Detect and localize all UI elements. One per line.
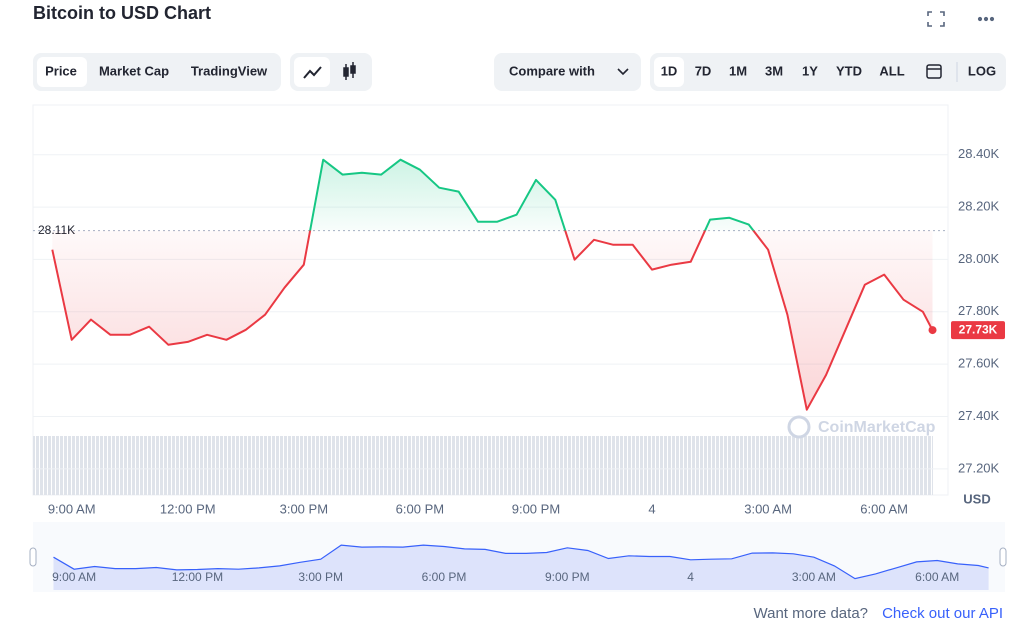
navigator-tick-label: 9:00 AM <box>52 570 96 584</box>
navigator-tick-label: 4 <box>687 570 694 584</box>
x-tick-label: 9:00 PM <box>512 501 560 516</box>
range-active[interactable] <box>654 57 684 87</box>
navigator-tick-label: 12:00 PM <box>172 570 223 584</box>
navigator-tick-label: 3:00 AM <box>792 570 836 584</box>
navigator-tick-label: 6:00 AM <box>915 570 959 584</box>
y-tick-label: 27.20K <box>958 460 1000 475</box>
icons <box>927 11 995 27</box>
x-tick-label: 3:00 AM <box>744 501 792 516</box>
y-axis-label: USD <box>963 491 990 506</box>
watermark-logo <box>787 415 811 439</box>
x-tick-label: 9:00 AM <box>48 501 96 516</box>
last-price-label: 27.73K <box>959 322 998 336</box>
chevron <box>617 68 629 76</box>
last-point <box>928 326 937 335</box>
range-button[interactable]: YTD <box>836 63 862 78</box>
watermark: CoinMarketCap <box>818 419 936 436</box>
calendar-icon <box>926 64 942 79</box>
y-tick-label: 28.00K <box>958 251 1000 266</box>
log-button[interactable]: LOG <box>968 63 996 78</box>
x-tick-label: 6:00 AM <box>860 501 908 516</box>
x-tick-label: 12:00 PM <box>160 501 216 516</box>
navigator-line <box>53 544 989 580</box>
range-button[interactable]: 3M <box>765 63 783 78</box>
navigator-tick-label: 6:00 PM <box>422 570 467 584</box>
compare-text[interactable]: Compare with <box>509 63 595 78</box>
price-area <box>52 159 933 410</box>
tab[interactable]: Market Cap <box>99 63 169 78</box>
y-tick-label: 27.40K <box>958 408 1000 423</box>
x-tick-label: 6:00 PM <box>396 501 444 516</box>
x-tick-label: 3:00 PM <box>280 501 328 516</box>
price-line <box>51 158 934 411</box>
line-icon <box>303 66 322 79</box>
footer-text: Want more data? <box>754 605 869 622</box>
tab-active[interactable] <box>37 57 87 87</box>
navigator-handle[interactable] <box>29 547 37 567</box>
compare-button[interactable] <box>494 53 641 91</box>
tab-group <box>33 53 281 91</box>
navigator-tick-label: 3:00 PM <box>298 570 343 584</box>
y-tick-label: 28.40K <box>958 146 1000 161</box>
range-button[interactable]: 1Y <box>802 63 818 78</box>
range-group <box>650 53 1006 91</box>
tab[interactable]: TradingView <box>191 63 268 78</box>
volume-pattern <box>33 436 933 495</box>
range-button[interactable]: 1M <box>729 63 747 78</box>
range-button[interactable]: 7D <box>695 63 712 78</box>
navigator-tick-label: 9:00 PM <box>545 570 590 584</box>
y-tick-label: 27.60K <box>958 356 1000 371</box>
range-button[interactable]: ALL <box>879 63 904 78</box>
y-tick-label: 28.20K <box>958 199 1000 214</box>
range-button[interactable]: 1D <box>661 63 678 78</box>
title: Bitcoin to USD Chart <box>33 3 211 23</box>
api-link[interactable]: Check out our API <box>882 605 1003 622</box>
x-tick-label: 4 <box>648 501 655 516</box>
y-tick-label: 27.80K <box>958 303 1000 318</box>
candle-icon <box>343 62 356 80</box>
navigator-handle[interactable] <box>999 547 1007 567</box>
tab[interactable]: Price <box>45 63 77 78</box>
last-price-tag <box>951 321 1005 340</box>
navigator-area <box>53 545 989 590</box>
